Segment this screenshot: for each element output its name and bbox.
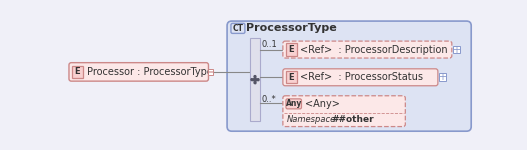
Text: =: = <box>207 69 213 75</box>
Bar <box>286 43 297 56</box>
FancyBboxPatch shape <box>286 99 301 109</box>
Circle shape <box>253 78 257 81</box>
Text: E: E <box>75 67 80 76</box>
Bar <box>453 46 461 53</box>
Text: 0..1: 0..1 <box>262 40 278 49</box>
Text: <Ref>  : ProcessorDescription: <Ref> : ProcessorDescription <box>300 45 447 55</box>
Text: +: + <box>438 72 446 82</box>
Bar <box>208 69 213 75</box>
Text: E: E <box>289 45 294 54</box>
Circle shape <box>251 79 253 81</box>
FancyBboxPatch shape <box>283 41 452 58</box>
FancyBboxPatch shape <box>283 69 438 86</box>
Text: CT: CT <box>232 24 243 33</box>
FancyBboxPatch shape <box>227 21 471 131</box>
Text: ProcessorType: ProcessorType <box>247 23 337 33</box>
Text: <Any>: <Any> <box>305 99 339 109</box>
Bar <box>250 38 260 121</box>
Bar <box>286 71 297 83</box>
Circle shape <box>254 82 256 84</box>
Text: 0..*: 0..* <box>262 95 277 104</box>
Circle shape <box>257 79 259 81</box>
FancyBboxPatch shape <box>231 23 245 33</box>
Text: E: E <box>289 73 294 82</box>
Text: Namespace: Namespace <box>287 115 336 124</box>
Text: Processor : ProcessorType: Processor : ProcessorType <box>87 67 213 77</box>
Bar <box>72 66 83 78</box>
Text: Any: Any <box>286 99 302 108</box>
Text: +: + <box>453 45 461 55</box>
Bar <box>438 74 446 81</box>
FancyBboxPatch shape <box>69 63 209 81</box>
FancyBboxPatch shape <box>283 96 405 127</box>
Text: ##other: ##other <box>331 115 374 124</box>
Circle shape <box>254 76 256 77</box>
Text: <Ref>  : ProcessorStatus: <Ref> : ProcessorStatus <box>300 72 423 82</box>
